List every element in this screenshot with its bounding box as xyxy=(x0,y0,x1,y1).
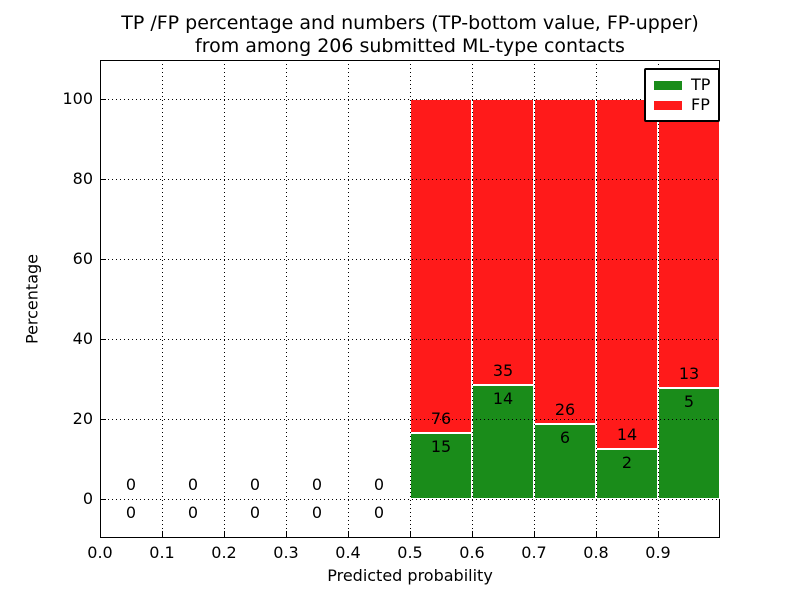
fp-count-label: 13 xyxy=(678,363,700,383)
x-tick xyxy=(285,531,287,537)
y-tick-label: 0 xyxy=(82,489,93,508)
x-tick xyxy=(657,531,659,537)
x-tick xyxy=(533,531,535,537)
bar-fp-segment xyxy=(472,99,534,385)
grid-line-v xyxy=(472,60,473,538)
x-tick-label: 0.0 xyxy=(87,543,113,562)
chart-title-line2: from among 206 submitted ML-type contact… xyxy=(195,35,625,57)
bar-fp-segment xyxy=(534,99,596,424)
x-tick xyxy=(595,531,597,537)
fp-count-label: 26 xyxy=(554,400,576,419)
bar-fp-segment xyxy=(410,99,472,434)
fp-count-label: 0 xyxy=(249,475,261,494)
y-tick xyxy=(100,98,106,100)
fp-count-label: 35 xyxy=(492,360,514,380)
fp-count-label: 0 xyxy=(125,475,137,494)
y-tick-label: 100 xyxy=(62,89,93,108)
x-tick xyxy=(409,531,411,537)
bar-fp-segment xyxy=(658,99,720,388)
tp-legend-swatch xyxy=(654,80,682,90)
bar-tp-segment xyxy=(534,424,596,499)
fp-count-label: 0 xyxy=(373,475,385,494)
x-axis-label: Predicted probability xyxy=(327,566,493,585)
x-tick-label: 0.4 xyxy=(335,543,361,562)
x-tick-label: 0.9 xyxy=(645,543,671,562)
tp-count-label: 0 xyxy=(311,503,323,522)
tp-count-label: 0 xyxy=(187,503,199,522)
tp-count-label: 14 xyxy=(492,388,514,408)
x-tick-label: 0.2 xyxy=(211,543,237,562)
grid-line-v xyxy=(658,60,659,538)
y-tick xyxy=(100,498,106,500)
fp-count-label: 0 xyxy=(187,475,199,494)
y-tick-label: 60 xyxy=(72,249,93,268)
y-tick xyxy=(100,258,106,260)
chart-title: TP /FP percentage and numbers (TP-bottom… xyxy=(100,12,720,58)
x-tick xyxy=(347,531,349,537)
fp-count-label: 14 xyxy=(616,425,638,444)
x-tick-label: 0.3 xyxy=(273,543,299,562)
legend-row-tp: TP xyxy=(654,75,710,95)
grid-line-v xyxy=(534,60,535,538)
x-tick xyxy=(223,531,225,537)
fp-count-label: 76 xyxy=(430,409,452,429)
grid-line-v xyxy=(410,60,411,538)
grid-line-v xyxy=(286,60,287,538)
y-tick xyxy=(100,338,106,340)
bar-tp-segment xyxy=(410,433,472,499)
y-tick xyxy=(100,418,106,420)
y-tick-label: 80 xyxy=(72,169,93,188)
x-tick-label: 0.6 xyxy=(459,543,485,562)
bar-tp-segment xyxy=(658,387,720,499)
tp-count-label: 2 xyxy=(621,453,633,472)
tp-count-label: 6 xyxy=(559,428,571,447)
legend: TP FP xyxy=(644,68,721,122)
grid-line-v xyxy=(348,60,349,538)
x-tick-label: 0.8 xyxy=(583,543,609,562)
x-tick xyxy=(99,531,101,537)
y-tick xyxy=(100,178,106,180)
x-tick xyxy=(161,531,163,537)
y-tick-label: 20 xyxy=(72,409,93,428)
bar-tp-segment xyxy=(472,384,534,499)
grid-line-v xyxy=(596,60,597,538)
x-tick xyxy=(471,531,473,537)
fp-legend-swatch xyxy=(654,100,682,110)
bar-tp-segment xyxy=(596,449,658,499)
legend-row-fp: FP xyxy=(654,95,710,115)
y-tick-label: 40 xyxy=(72,329,93,348)
grid-line-v xyxy=(162,60,163,538)
tp-count-label: 0 xyxy=(125,503,137,522)
fp-count-label: 0 xyxy=(311,475,323,494)
tp-count-label: 5 xyxy=(683,391,695,411)
tp-legend-label: TP xyxy=(691,75,711,94)
y-axis-label: Percentage xyxy=(22,253,42,345)
grid-line-v xyxy=(224,60,225,538)
chart-title-line1: TP /FP percentage and numbers (TP-bottom… xyxy=(121,12,699,34)
x-tick-label: 0.5 xyxy=(397,543,423,562)
tp-count-label: 0 xyxy=(373,503,385,522)
tp-count-label: 0 xyxy=(249,503,261,522)
x-tick-label: 0.7 xyxy=(521,543,547,562)
fp-legend-label: FP xyxy=(691,95,710,114)
tp-count-label: 15 xyxy=(430,437,452,457)
bar-fp-segment xyxy=(596,99,658,449)
x-tick-label: 0.1 xyxy=(149,543,175,562)
